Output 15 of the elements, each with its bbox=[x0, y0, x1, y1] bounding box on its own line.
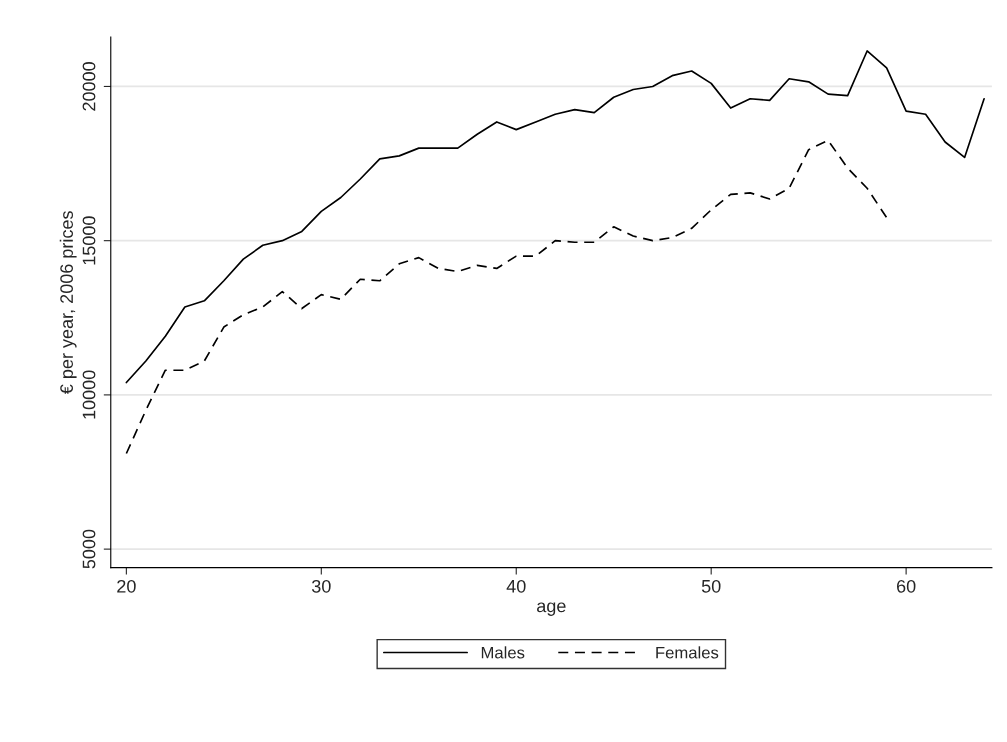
legend-label: Males bbox=[481, 646, 525, 659]
y-tick-label: 15000 bbox=[82, 216, 96, 265]
y-tick-label: 20000 bbox=[82, 62, 96, 111]
y-tick-label: 5000 bbox=[82, 529, 96, 569]
line-series bbox=[125, 139, 888, 455]
legend-label: Females bbox=[656, 646, 719, 659]
x-tick-label: 30 bbox=[311, 579, 331, 593]
x-tick-label: 50 bbox=[701, 579, 721, 593]
y-axis-title: € per year, 2006 prices bbox=[59, 211, 77, 395]
x-tick-label: 60 bbox=[897, 579, 916, 593]
y-tick-label: 10000 bbox=[82, 370, 96, 419]
x-axis-title: age bbox=[537, 602, 566, 616]
x-tick-label: 40 bbox=[506, 579, 526, 593]
x-tick-label: 20 bbox=[117, 579, 136, 593]
line-series bbox=[125, 50, 985, 384]
